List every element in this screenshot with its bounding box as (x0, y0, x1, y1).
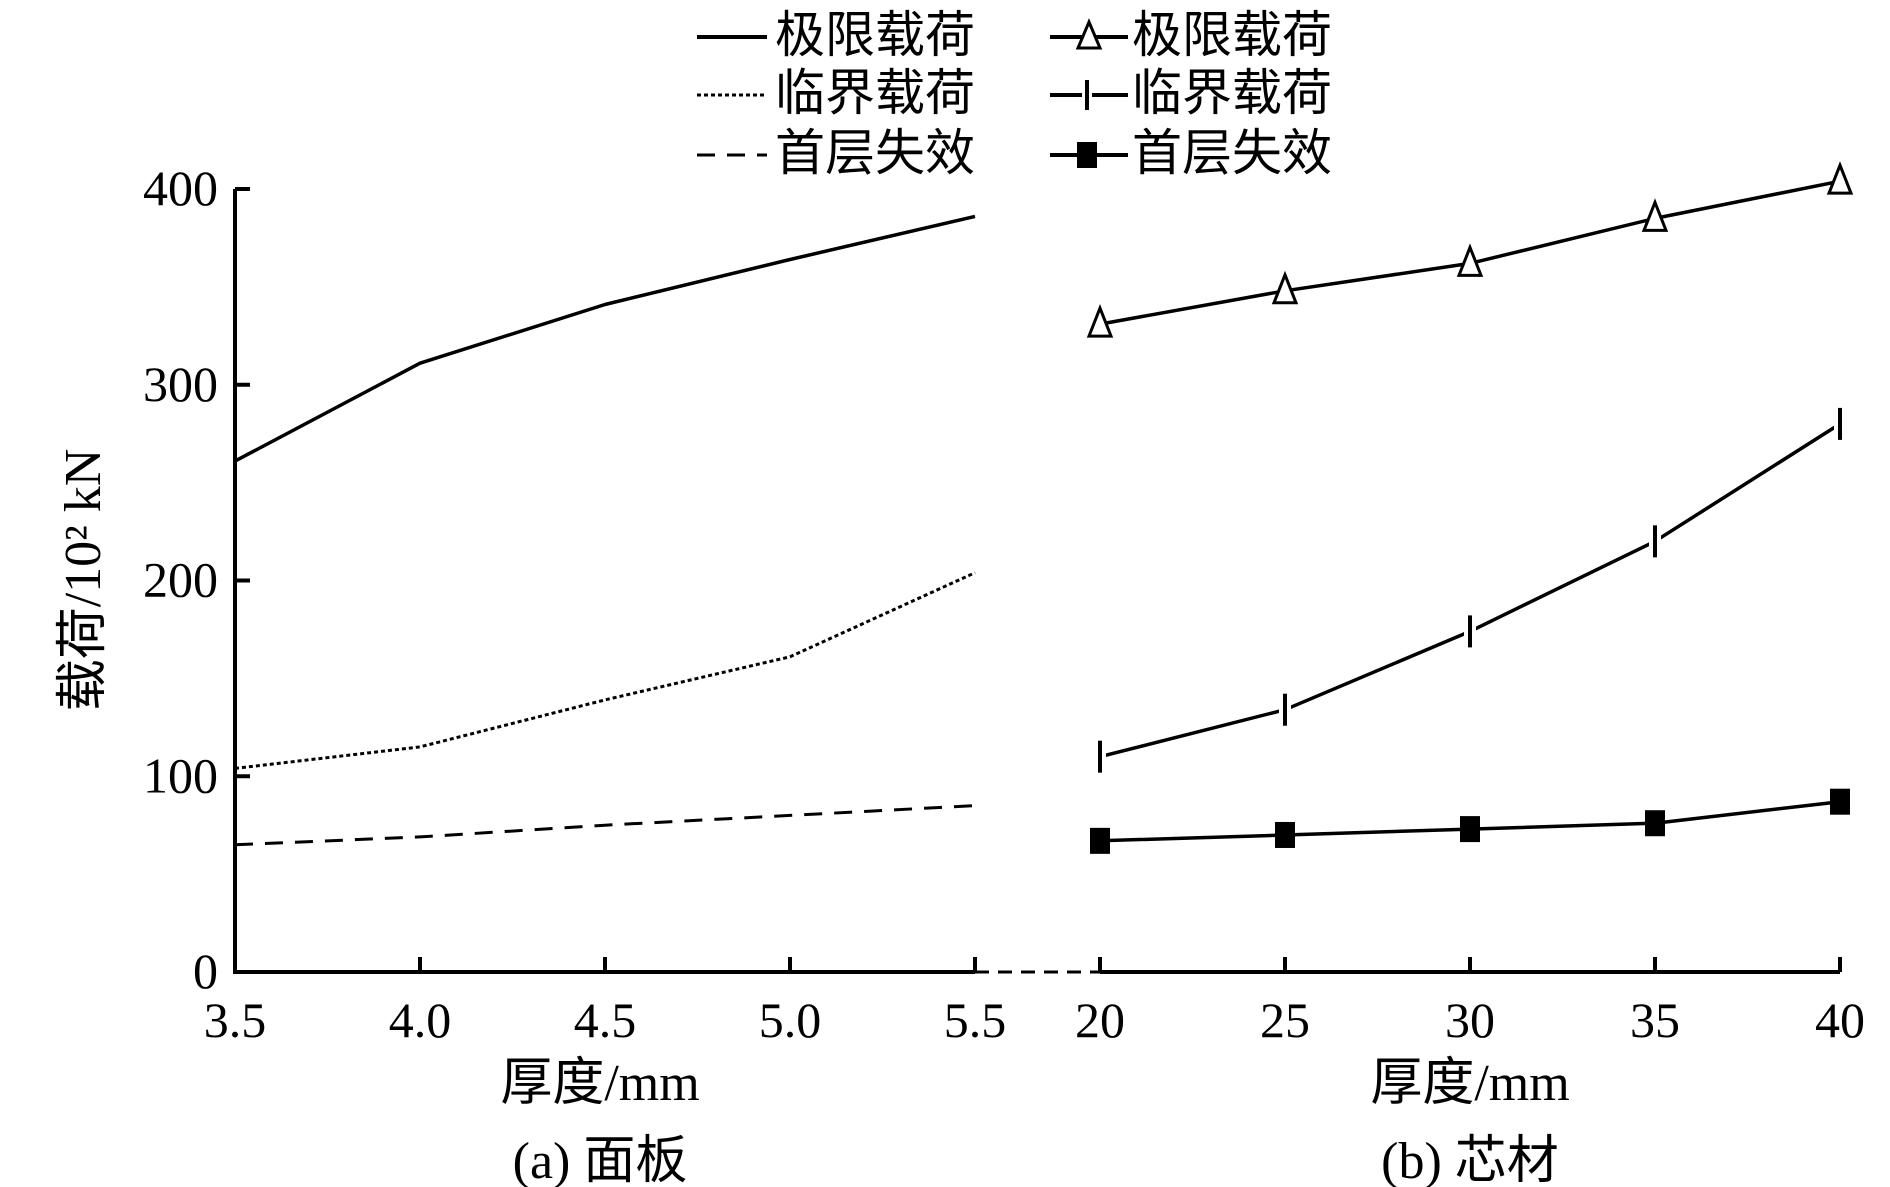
series-line (234, 214, 976, 463)
triangle-marker (1641, 198, 1669, 232)
series-line (1099, 422, 1841, 759)
legend: 极限载荷 临界载荷 首层失效 极限载荷 临界载荷 首层失效 (697, 7, 1332, 181)
square-marker (1275, 821, 1295, 848)
x-tick-label: 40 (1815, 992, 1865, 1048)
caption-b: (b) 芯材 (1381, 1133, 1559, 1187)
triangle-marker (1271, 270, 1299, 305)
x-axis-label-a: 厚度/mm (500, 1055, 699, 1112)
plot-a (234, 214, 976, 847)
y-tick-label: 0 (193, 943, 218, 999)
triangle-marker (1456, 243, 1484, 277)
x-tick-label: 35 (1630, 992, 1680, 1048)
x-tick-label: 4.5 (574, 992, 637, 1048)
x-axis-label-b: 厚度/mm (1370, 1055, 1569, 1112)
y-tick-label: 300 (143, 356, 218, 412)
legend-right: 极限载荷 临界载荷 首层失效 (1050, 7, 1332, 181)
x-tick-label: 5.0 (759, 992, 822, 1048)
triangle-marker (1826, 161, 1854, 195)
square-marker (1090, 827, 1110, 854)
legend-label: 首层失效 (1132, 125, 1332, 181)
legend-label: 临界载荷 (1132, 65, 1332, 121)
series-line (234, 804, 976, 847)
square-marker-icon (1077, 142, 1097, 168)
legend-label: 极限载荷 (775, 7, 975, 63)
legend-label: 首层失效 (775, 125, 975, 181)
caption-a: (a) 面板 (513, 1133, 688, 1187)
y-axis-label: 载荷/10² kN (55, 449, 112, 712)
legend-left: 极限载荷 临界载荷 首层失效 (697, 7, 975, 181)
square-marker (1645, 810, 1665, 837)
legend-label: 临界载荷 (775, 65, 975, 121)
triangle-marker-icon (1075, 18, 1103, 50)
y-tick-label: 400 (143, 160, 218, 216)
legend-label: 极限载荷 (1132, 7, 1332, 63)
x-tick-label: 3.5 (204, 992, 267, 1048)
series-line (234, 571, 976, 770)
x-tick-label: 4.0 (389, 992, 452, 1048)
triangle-marker (1086, 303, 1114, 338)
x-tick-label: 20 (1075, 992, 1125, 1048)
x-tick-label: 25 (1260, 992, 1310, 1048)
x-tick-label: 30 (1445, 992, 1495, 1048)
y-tick-label: 100 (143, 747, 218, 803)
ticks: 0 100 200 300 400 3.5 4.0 4.5 5.0 5.5 20 25 30 35 40 (143, 160, 1865, 1048)
square-marker (1460, 816, 1480, 843)
x-tick-label: 5.5 (944, 992, 1007, 1048)
square-marker (1830, 788, 1850, 815)
y-tick-label: 200 (143, 552, 218, 608)
plot-b (1086, 161, 1854, 854)
